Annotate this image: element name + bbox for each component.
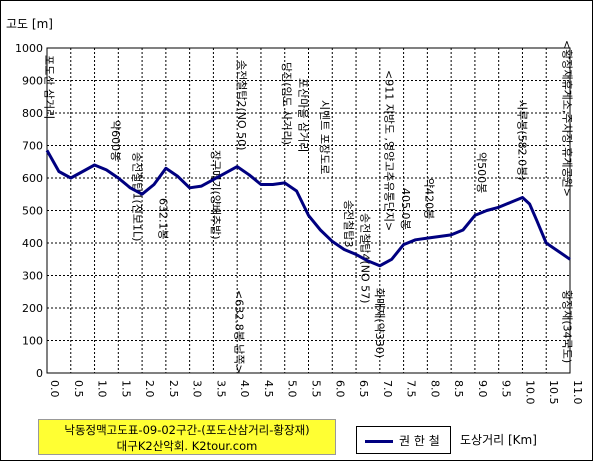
y-tick-label: 800: [22, 107, 43, 120]
y-tick-label: 0: [36, 367, 43, 380]
x-tick-label: 4.5: [262, 380, 275, 398]
caption-title: 낙동정맥고도표-09-02구간-(포도산삼거리-황장재): [64, 423, 310, 437]
annotation-label: 약600봉: [109, 120, 123, 161]
x-tick-label: 0.0: [48, 380, 61, 398]
caption-box: 낙동정맥고도표-09-02구간-(포도산삼거리-황장재) 대구K2산악회. K2…: [38, 419, 336, 455]
x-tick-label: 3.5: [214, 380, 227, 398]
annotation-label: 송전철탑2(NO 50): [235, 60, 248, 150]
caption-subtitle: 대구K2산악회. K2tour.com: [116, 439, 258, 453]
x-axis-label: 도상거리 [Km]: [460, 433, 537, 447]
annotation-label: 약500봉: [475, 152, 489, 193]
annotation-label: 시멘트 포장도로: [318, 100, 331, 174]
y-tick-label: 100: [22, 335, 43, 348]
legend-line-swatch: [365, 440, 393, 443]
annotation-label: <632.8봉 남쪽>: [233, 290, 246, 374]
y-tick-label: 300: [22, 270, 43, 283]
annotation-label: 632.1봉: [156, 198, 169, 240]
x-tick-label: 8.0: [428, 380, 441, 398]
y-tick-label: 900: [22, 75, 43, 88]
x-tick-label: 1.5: [119, 380, 132, 398]
annotation-label: <황장재휴게소,주차장,휴게공원>: [561, 40, 574, 197]
annotation-label: <911 지방도 ,영양고추유통단지>: [382, 70, 395, 231]
annotation-label: 송전철탑1(진보1L): [130, 152, 143, 241]
series-line: [45, 149, 571, 268]
y-tick-label: 200: [22, 302, 43, 315]
annotation-label: 송전철탑3: [342, 200, 355, 247]
x-tick-label: 11.0: [571, 380, 584, 405]
x-tick-label: 3.0: [191, 380, 204, 398]
x-tick-labels: 0.0 0.5 1.0 1.5 2.0 2.5 3.0 3.5 4.0 4.5 5.0 5.5 6.0 6…: [48, 380, 584, 405]
y-axis-label: 고도 [m]: [6, 17, 53, 31]
annotation-label: 시루봉(582.0봉): [515, 100, 528, 181]
annotation-label: 405.0봉: [399, 188, 412, 230]
x-tick-label: 10.5: [547, 380, 560, 405]
x-tick-label: 2.5: [167, 380, 180, 398]
annotation-label: 포산마을 삼거리: [297, 78, 310, 152]
x-tick-label: 6.5: [357, 380, 370, 398]
y-tick-label: 700: [22, 140, 43, 153]
x-tick-label: 5.0: [286, 380, 299, 398]
x-tick-label: 10.0: [523, 380, 536, 405]
y-tick-label: 600: [22, 172, 43, 185]
x-tick-label: 7.5: [405, 380, 418, 398]
x-tick-label: 4.0: [238, 380, 251, 398]
series-lines: [45, 149, 571, 268]
x-tick-label: 6.0: [333, 380, 346, 398]
annotation-label: 화매재(약330): [373, 288, 387, 358]
annotation-label: 약420봉: [423, 178, 437, 219]
y-tick-label: 1000: [15, 42, 43, 55]
x-tick-label: 2.0: [143, 380, 156, 398]
x-tick-label: 5.5: [310, 380, 323, 398]
x-tick-label: 9.0: [476, 380, 489, 398]
plot-area: [46, 47, 571, 374]
x-tick-label: 7.0: [381, 380, 394, 398]
annotation-label: 장구메기(양배추밭): [209, 150, 222, 240]
annotation-label: 포도산 삼거리: [42, 55, 55, 119]
y-tick-label: 400: [22, 237, 43, 250]
grid: [46, 47, 571, 374]
y-tick-label: 500: [22, 205, 43, 218]
annotation-label: 황장재(34국도): [561, 290, 574, 363]
x-tick-label: 1.0: [96, 380, 109, 398]
legend-series-name: 권 한 철: [399, 434, 440, 448]
annotation-label: 당진(임도 사거리): [280, 62, 293, 145]
x-tick-label: 0.5: [72, 380, 85, 398]
y-tick-labels: 0 100 200 300 400 500 600 700 800 900 1000: [15, 42, 43, 380]
x-tick-label: 8.5: [452, 380, 465, 398]
legend: 권 한 철: [356, 426, 451, 454]
x-tick-label: 9.5: [500, 380, 513, 398]
